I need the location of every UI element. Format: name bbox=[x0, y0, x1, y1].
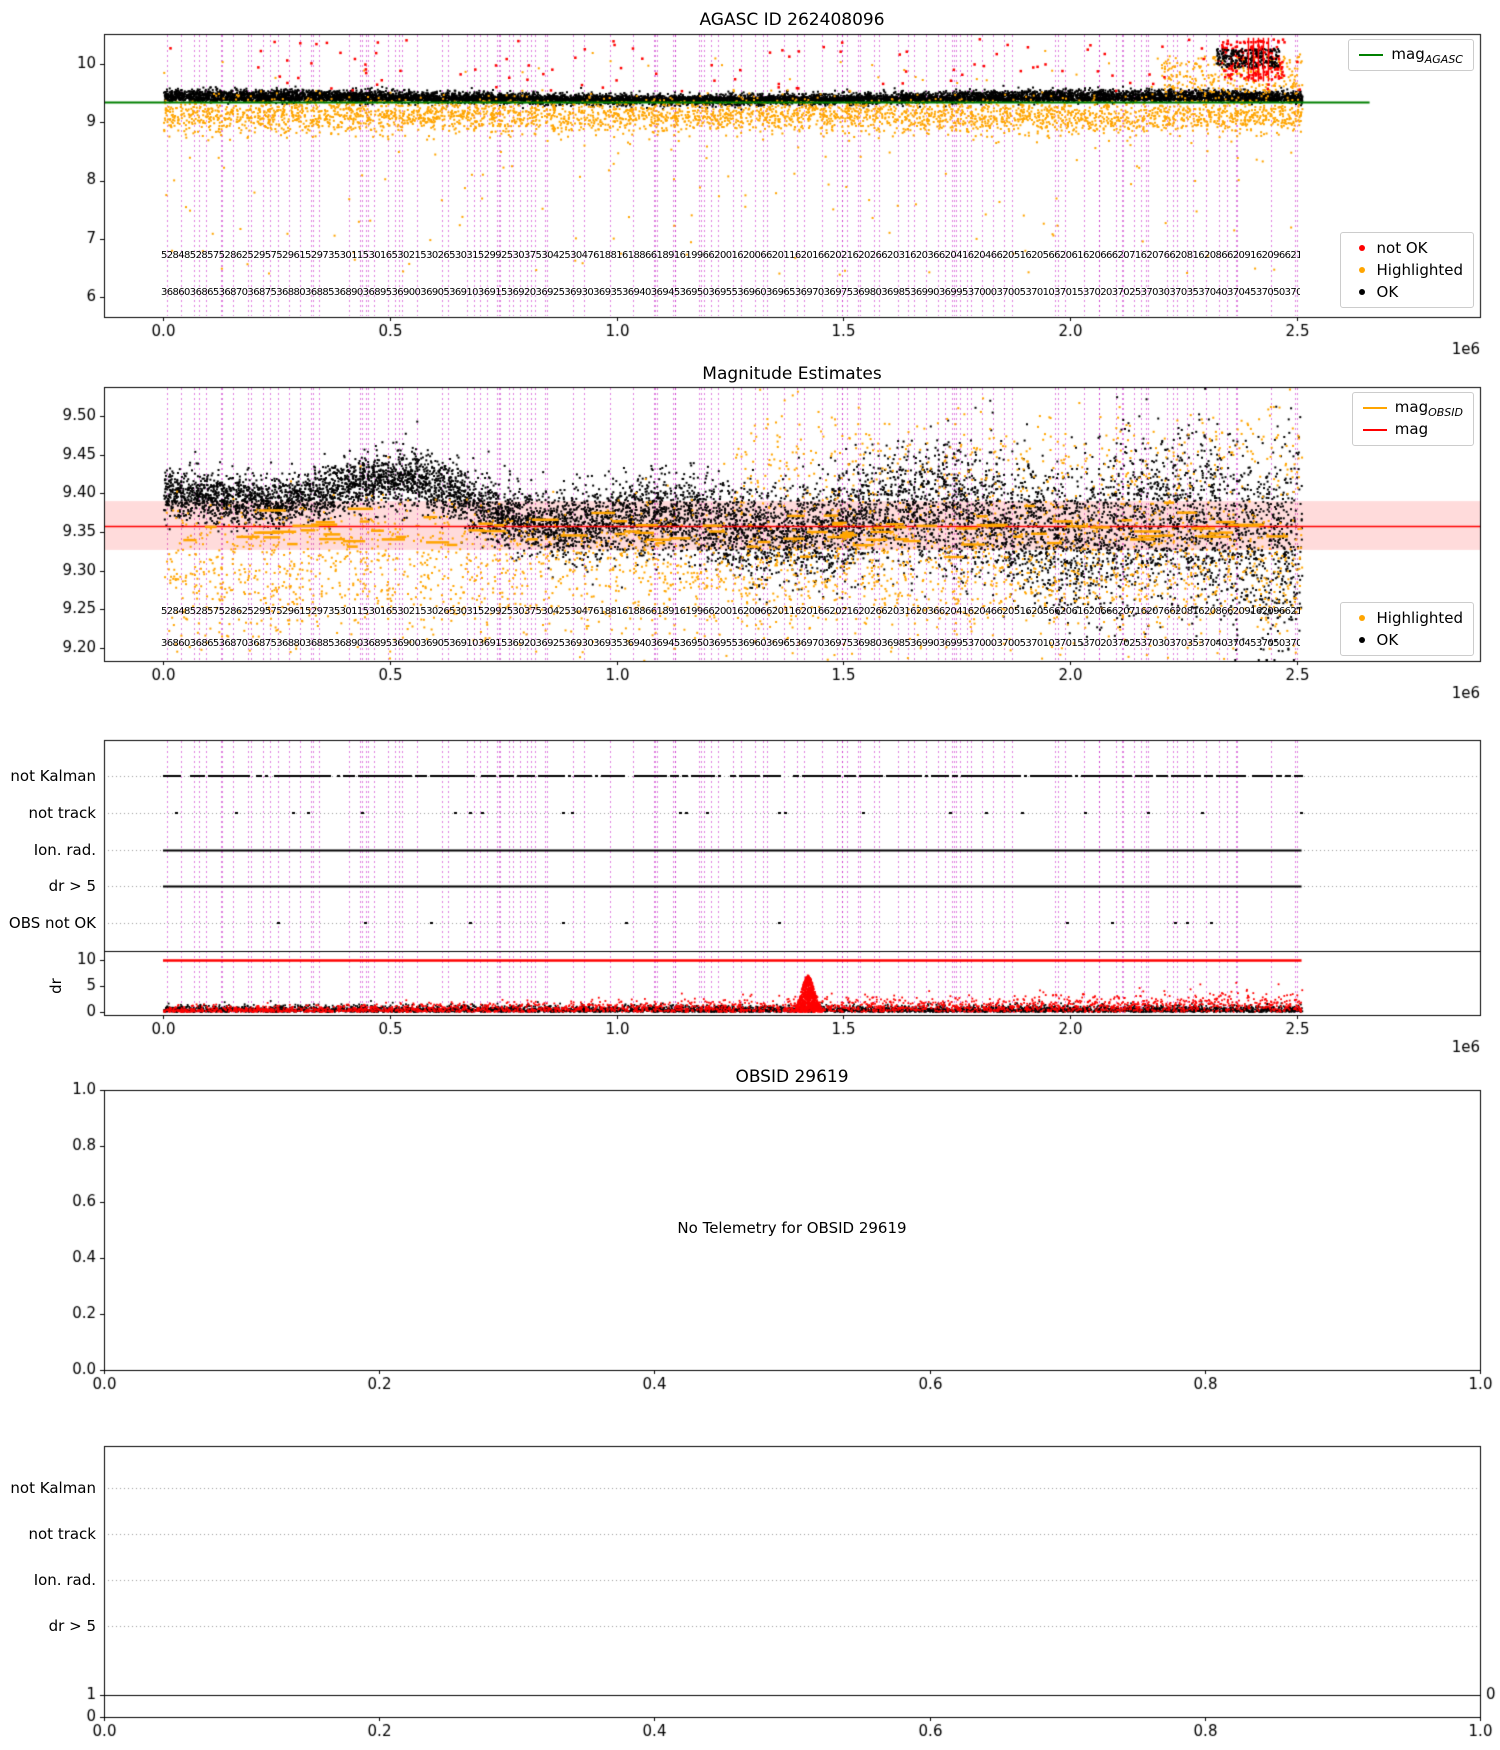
legend-item: Highlighted bbox=[1351, 259, 1463, 281]
legend-item: OK bbox=[1351, 281, 1463, 303]
chart2-title: Magnitude Estimates bbox=[702, 364, 882, 384]
legend-label: not OK bbox=[1376, 239, 1428, 257]
flag-label-dr-gt-5: dr > 5 bbox=[48, 1617, 96, 1635]
ok-dot-icon bbox=[1358, 637, 1365, 643]
legend-label: Highlighted bbox=[1376, 261, 1463, 279]
legend-item: magAGASC bbox=[1359, 44, 1463, 66]
dr-axis-label: dr bbox=[46, 978, 65, 994]
legend-item: OK bbox=[1351, 629, 1463, 651]
flag-label-ion-rad: Ion. rad. bbox=[33, 1571, 96, 1589]
flag-label-obs-not-ok: OBS not OK bbox=[8, 914, 96, 932]
no-telemetry-message: No Telemetry for OBSID 29619 bbox=[677, 1219, 907, 1237]
obsid-labels-row: 3686036865368703687536880368853689036895… bbox=[161, 638, 1300, 649]
mag-agasc-line-swatch-icon bbox=[1359, 54, 1384, 56]
legend-label: magOBSID bbox=[1394, 397, 1463, 419]
obsid-labels-row: 3686036865368703687536880368853689036895… bbox=[161, 287, 1300, 298]
legend-item: not OK bbox=[1351, 237, 1463, 259]
flag-label-not-track: not track bbox=[28, 1525, 96, 1543]
legend-item: mag bbox=[1362, 419, 1463, 441]
chart1-marker-legend: not OK Highlighted OK bbox=[1339, 232, 1474, 308]
flag-label-ion-rad: Ion. rad. bbox=[33, 841, 96, 859]
chart1-title: AGASC ID 262408096 bbox=[699, 10, 885, 30]
mag-line-swatch-icon bbox=[1362, 429, 1387, 431]
legend-label: OK bbox=[1376, 283, 1399, 301]
legend-label: magAGASC bbox=[1391, 44, 1463, 66]
obsid-labels-row: 5284852857528625295752961529735301153016… bbox=[161, 250, 1300, 261]
highlighted-dot-icon bbox=[1358, 615, 1365, 621]
mag-obsid-line-swatch-icon bbox=[1362, 407, 1387, 409]
flag-label-dr-gt-5: dr > 5 bbox=[48, 877, 96, 895]
chart1-line-legend: magAGASC bbox=[1348, 39, 1474, 71]
ok-dot-icon bbox=[1358, 289, 1365, 295]
flag-label-not-track: not track bbox=[28, 804, 96, 822]
chart4-title: OBSID 29619 bbox=[735, 1067, 849, 1087]
chart2-line-legend: magOBSID mag bbox=[1351, 392, 1474, 446]
flag-label-not-kalman: not Kalman bbox=[10, 767, 96, 785]
legend-label: mag bbox=[1394, 419, 1429, 438]
legend-label: OK bbox=[1376, 631, 1399, 649]
not-ok-dot-icon bbox=[1358, 245, 1365, 251]
flag-label-not-kalman: not Kalman bbox=[10, 1479, 96, 1497]
legend-label: Highlighted bbox=[1376, 609, 1463, 627]
legend-item: magOBSID bbox=[1362, 397, 1463, 419]
obsid-labels-row: 5284852857528625295752961529735301153016… bbox=[161, 606, 1300, 617]
highlighted-dot-icon bbox=[1358, 267, 1365, 273]
chart2-marker-legend: Highlighted OK bbox=[1339, 602, 1474, 656]
legend-item: Highlighted bbox=[1351, 607, 1463, 629]
